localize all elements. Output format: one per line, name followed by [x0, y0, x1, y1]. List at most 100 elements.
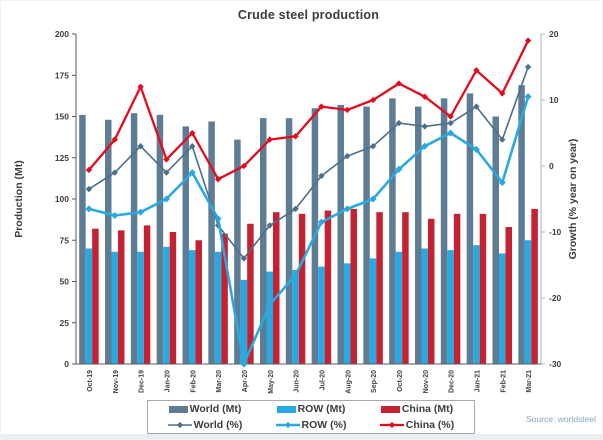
bar — [285, 118, 293, 365]
bar — [466, 93, 474, 365]
data-point-marker — [317, 218, 325, 226]
data-point-marker — [111, 136, 118, 143]
right-tick-label: 20 — [549, 29, 559, 39]
legend-item-World (%): World (%) — [152, 419, 258, 431]
legend-item-World (Mt): World (Mt) — [152, 403, 258, 415]
chart-title: Crude steel production — [237, 8, 380, 22]
legend-label: World (%) — [193, 419, 243, 431]
bar — [163, 246, 170, 364]
legend-item-ROW (%): ROW (%) — [258, 419, 364, 431]
bar — [344, 263, 351, 364]
legend-label: ROW (Mt) — [297, 403, 346, 415]
bar — [111, 251, 118, 364]
left-tick-label: 175 — [55, 70, 69, 80]
bar — [531, 208, 538, 364]
bar — [428, 218, 435, 364]
legend-label: World (Mt) — [189, 403, 242, 415]
data-point-marker — [343, 205, 351, 213]
left-tick-label: 0 — [64, 359, 69, 369]
x-tick-label: Jun-20 — [294, 370, 301, 393]
left-tick-label: 25 — [60, 318, 70, 328]
bar — [260, 118, 267, 365]
legend-item-China (Mt): China (Mt) — [364, 403, 470, 415]
data-point-marker — [395, 165, 403, 173]
legend-bar-swatch — [380, 405, 400, 413]
bar — [318, 266, 325, 364]
bar — [208, 121, 215, 364]
data-point-marker — [85, 185, 93, 193]
data-point-marker — [292, 271, 300, 279]
bar — [492, 116, 499, 364]
x-tick-label: Feb-20 — [190, 370, 197, 393]
bar-series-World (Mt) — [79, 85, 525, 365]
left-tick-label: 150 — [55, 112, 69, 122]
line-series-ROW (%) — [85, 93, 532, 368]
bar — [376, 212, 383, 364]
right-tick-label: 10 — [549, 95, 559, 105]
legend-line-swatch — [379, 421, 404, 429]
bar — [273, 212, 280, 364]
bar — [137, 251, 144, 364]
left-tick-label: 100 — [55, 194, 69, 204]
bar — [92, 228, 99, 364]
data-point-marker — [447, 129, 455, 137]
bar — [363, 106, 370, 364]
left-tick-label: 50 — [60, 277, 70, 287]
data-point-marker — [188, 169, 196, 177]
data-point-marker — [421, 142, 429, 150]
x-tick-label: Aug-20 — [345, 370, 352, 394]
legend-label: China (Mt) — [401, 403, 454, 415]
x-tick-label: Nov-19 — [113, 370, 120, 393]
data-point-marker — [240, 360, 248, 368]
data-point-marker — [240, 162, 248, 170]
bar — [221, 233, 228, 364]
data-point-marker — [137, 143, 144, 150]
data-point-marker — [524, 63, 532, 71]
bar — [189, 250, 196, 364]
x-tick-label: Jan-20 — [164, 370, 171, 392]
bar — [518, 85, 525, 365]
bar — [79, 114, 86, 364]
right-tick-label: 0 — [549, 161, 554, 171]
legend-label: China (%) — [405, 419, 455, 431]
x-tick-label: Dec-20 — [449, 370, 456, 393]
data-point-marker — [498, 178, 506, 187]
bar — [156, 114, 164, 364]
bar — [421, 248, 428, 364]
bar — [402, 212, 409, 364]
legend-label: ROW (%) — [301, 419, 347, 431]
bar — [195, 240, 202, 364]
bar-series-China (Mt) — [92, 208, 538, 364]
data-point-marker — [85, 205, 93, 213]
bottom-strip-divider — [1, 434, 602, 439]
data-point-marker — [369, 195, 377, 203]
bar — [214, 251, 222, 364]
data-point-marker — [266, 301, 274, 309]
data-point-marker — [111, 211, 119, 220]
bar — [389, 98, 396, 364]
x-tick-label: Oct-19 — [87, 370, 94, 392]
x-tick-label: Jul-20 — [319, 370, 326, 390]
left-tick-label: 75 — [60, 235, 70, 245]
left-tick-label: 125 — [55, 153, 69, 163]
bar — [130, 113, 138, 364]
right-tick-label: -10 — [549, 227, 562, 237]
right-tick-label: -20 — [549, 293, 562, 303]
data-point-marker — [524, 93, 532, 101]
bar — [240, 279, 248, 364]
data-point-marker — [137, 83, 144, 90]
bar — [85, 248, 93, 364]
bar — [524, 240, 532, 364]
right-tick-label: -30 — [549, 359, 562, 369]
data-point-marker — [189, 129, 196, 137]
legend-line-swatch — [167, 421, 192, 429]
source-note: Source: worldsteel — [526, 414, 596, 424]
bar — [298, 213, 306, 364]
bar — [105, 119, 112, 364]
x-tick-label: Dec-19 — [139, 370, 146, 393]
line-series-China (%) — [85, 37, 532, 183]
bar — [266, 271, 273, 364]
legend-item-China (%): China (%) — [364, 419, 470, 431]
